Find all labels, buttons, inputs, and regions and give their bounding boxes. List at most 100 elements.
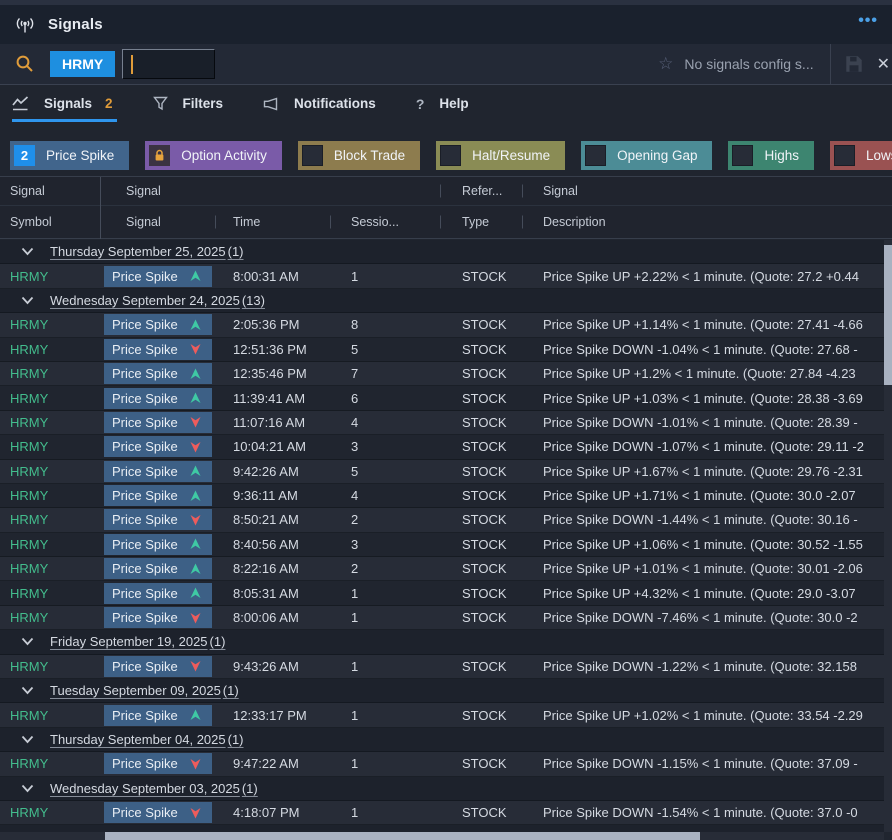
horizontal-scrollbar[interactable] — [0, 832, 884, 840]
horizontal-scrollbar-thumb[interactable] — [105, 832, 700, 840]
signal-row[interactable]: HRMY Price Spike 4:18:07 PM 1 STOCK Pric… — [0, 800, 892, 826]
symbol-cell: HRMY — [10, 610, 49, 626]
filter-label: Option Activity — [181, 148, 267, 163]
table-header: Signal Signal Refer... Signal Symbol Sig… — [0, 176, 892, 239]
column-header-symbol[interactable]: Symbol — [10, 215, 52, 229]
symbol-cell: HRMY — [10, 561, 49, 577]
chevron-down-icon[interactable] — [21, 296, 34, 305]
type-cell: STOCK — [462, 707, 507, 723]
signal-badge-label: Price Spike — [112, 805, 178, 821]
vertical-scrollbar[interactable] — [884, 240, 892, 832]
lock-icon — [149, 145, 171, 166]
time-cell: 9:43:26 AM — [233, 658, 299, 674]
session-cell: 1 — [351, 585, 359, 601]
date-group-row[interactable]: Tuesday September 02, 2025 (1) — [0, 825, 892, 832]
chevron-down-icon[interactable] — [21, 735, 34, 744]
signal-row[interactable]: HRMY Price Spike 8:05:31 AM 1 STOCK Pric… — [0, 581, 892, 606]
arrow-up-icon — [190, 709, 201, 721]
session-cell: 1 — [351, 268, 359, 284]
signal-row[interactable]: HRMY Price Spike 11:07:16 AM 4 STOCK Pri… — [0, 410, 892, 436]
symbol-chip[interactable]: HRMY — [50, 51, 116, 77]
search-input[interactable] — [122, 49, 216, 79]
save-button[interactable] — [831, 55, 877, 73]
filter-checkbox[interactable] — [301, 145, 323, 166]
signal-row[interactable]: HRMY Price Spike 9:47:22 AM 1 STOCK Pric… — [0, 752, 892, 777]
group-header-signal[interactable]: Signal — [10, 184, 45, 198]
filter-button-price-spike[interactable]: 2 Price Spike — [10, 141, 130, 170]
signal-row[interactable]: HRMY Price Spike 12:51:36 PM 5 STOCK Pri… — [0, 337, 892, 362]
column-header-signal[interactable]: Signal — [126, 215, 161, 229]
signal-row[interactable]: HRMY Price Spike 11:39:41 AM 6 STOCK Pri… — [0, 386, 892, 411]
signal-row[interactable]: HRMY Price Spike 8:22:16 AM 2 STOCK Pric… — [0, 557, 892, 582]
signal-row[interactable]: HRMY Price Spike 12:35:46 PM 7 STOCK Pri… — [0, 361, 892, 387]
signal-row[interactable]: HRMY Price Spike 9:42:26 AM 5 STOCK Pric… — [0, 459, 892, 484]
signal-row[interactable]: HRMY Price Spike 8:40:56 AM 3 STOCK Pric… — [0, 532, 892, 558]
description-cell: Price Spike DOWN -1.07% < 1 minute. (Quo… — [543, 439, 864, 455]
symbol-cell: HRMY — [10, 439, 49, 455]
date-group-row[interactable]: Thursday September 04, 2025 (1) — [0, 727, 892, 753]
signal-row[interactable]: HRMY Price Spike 8:50:21 AM 2 STOCK Pric… — [0, 508, 892, 533]
signal-row[interactable]: HRMY Price Spike 9:36:11 AM 4 STOCK Pric… — [0, 483, 892, 509]
column-header-type[interactable]: Type — [440, 215, 522, 229]
signal-row[interactable]: HRMY Price Spike 8:00:31 AM 1 STOCK Pric… — [0, 264, 892, 289]
type-cell: STOCK — [462, 756, 507, 772]
signal-row[interactable]: HRMY Price Spike 2:05:36 PM 8 STOCK Pric… — [0, 313, 892, 338]
signal-row[interactable]: HRMY Price Spike 10:04:21 AM 3 STOCK Pri… — [0, 435, 892, 460]
date-group-row[interactable]: Friday September 19, 2025 (1) — [0, 630, 892, 655]
filter-checkbox[interactable] — [732, 145, 754, 166]
chevron-down-icon[interactable] — [21, 247, 34, 256]
chevron-down-icon[interactable] — [21, 686, 34, 695]
date-group-row[interactable]: Wednesday September 03, 2025 (1) — [0, 776, 892, 801]
type-cell: STOCK — [462, 488, 507, 504]
filter-button-lows[interactable]: Lows — [829, 141, 892, 170]
signals-table-body: Thursday September 25, 2025 (1) HRMY Pri… — [0, 240, 892, 832]
signal-badge-cell: Price Spike — [100, 558, 215, 580]
session-cell: 1 — [351, 805, 359, 821]
column-header-session[interactable]: Sessio... — [330, 215, 440, 229]
description-cell: Price Spike UP +1.2% < 1 minute. (Quote:… — [543, 366, 856, 382]
filter-button-block-trade[interactable]: Block Trade — [297, 141, 421, 170]
column-header-description[interactable]: Description — [522, 215, 892, 229]
tab-signals[interactable]: Signals 2 — [12, 85, 117, 122]
filter-checkbox[interactable] — [833, 145, 855, 166]
column-header-time[interactable]: Time — [215, 215, 330, 229]
filter-checkbox[interactable] — [585, 145, 607, 166]
tab-notifications[interactable]: Notifications — [263, 85, 376, 122]
arrow-up-icon — [190, 490, 201, 502]
chevron-down-icon[interactable] — [21, 637, 34, 646]
description-cell: Price Spike UP +1.02% < 1 minute. (Quote… — [543, 707, 863, 723]
session-cell: 2 — [351, 561, 359, 577]
chevron-down-icon[interactable] — [21, 784, 34, 793]
filter-label: Price Spike — [46, 148, 115, 163]
tab-label: Signals — [44, 96, 93, 111]
date-group-row[interactable]: Wednesday September 24, 2025 (13) — [0, 288, 892, 314]
filter-button-opening-gap[interactable]: Opening Gap — [581, 141, 713, 170]
tab-label: Notifications — [294, 96, 376, 111]
signal-row[interactable]: HRMY Price Spike 9:43:26 AM 1 STOCK Pric… — [0, 654, 892, 680]
tab-help[interactable]: ? Help — [416, 85, 469, 122]
filter-button-option-activity[interactable]: Option Activity — [145, 141, 282, 170]
date-group-row[interactable]: Tuesday September 09, 2025 (1) — [0, 679, 892, 704]
group-header-signal-2[interactable]: Signal — [126, 184, 161, 198]
close-icon[interactable]: ✕ — [876, 56, 890, 73]
filter-checkbox[interactable] — [440, 145, 462, 166]
signal-row[interactable]: HRMY Price Spike 12:33:17 PM 1 STOCK Pri… — [0, 703, 892, 728]
price-spike-badge: Price Spike — [104, 314, 212, 336]
favorite-star-icon[interactable]: ☆ — [658, 54, 674, 73]
date-group-row[interactable]: Thursday September 25, 2025 (1) — [0, 240, 892, 265]
price-spike-badge: Price Spike — [104, 607, 212, 629]
time-cell: 2:05:36 PM — [233, 317, 300, 333]
signal-row[interactable]: HRMY Price Spike 8:00:06 AM 1 STOCK Pric… — [0, 605, 892, 631]
group-header-reference[interactable]: Refer... — [440, 184, 522, 198]
symbol-cell: HRMY — [10, 463, 49, 479]
signal-badge-cell: Price Spike — [100, 314, 215, 336]
arrow-up-icon — [190, 270, 201, 282]
vertical-scrollbar-thumb[interactable] — [884, 245, 892, 385]
date-group-label: Friday September 19, 2025 — [50, 634, 208, 650]
filter-button-halt-resume[interactable]: Halt/Resume — [436, 141, 566, 170]
tab-filters[interactable]: Filters — [152, 85, 223, 122]
more-options-button[interactable]: ••• — [858, 11, 878, 29]
group-header-signal-3[interactable]: Signal — [522, 184, 892, 198]
signal-badge-cell: Price Spike — [100, 338, 215, 360]
filter-button-highs[interactable]: Highs — [728, 141, 814, 170]
